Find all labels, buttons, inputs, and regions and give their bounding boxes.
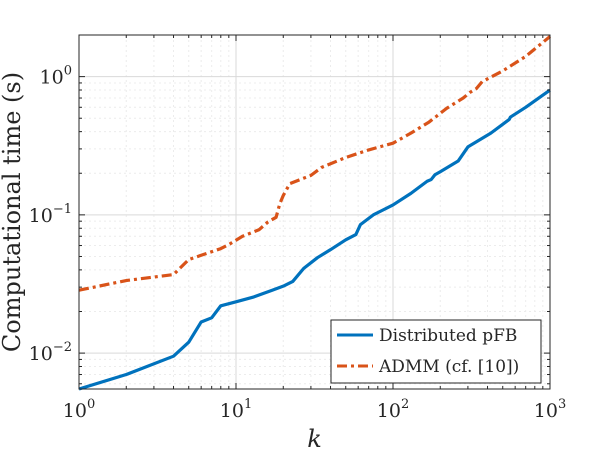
x-tick-label: 103 xyxy=(534,397,566,422)
y-tick-label: 10−1 xyxy=(29,202,72,227)
legend-label-admm: ADMM (cf. [10]) xyxy=(378,357,519,377)
x-tick-label: 102 xyxy=(377,397,409,422)
x-tick-label: 100 xyxy=(63,397,95,422)
legend: Distributed pFB ADMM (cf. [10]) xyxy=(330,319,542,384)
axis-ticks: 100 101 102 103 10−2 10−1 100 xyxy=(29,35,566,422)
x-tick-label: 101 xyxy=(220,397,252,422)
series-lines xyxy=(78,35,552,391)
plot-frame xyxy=(78,34,551,390)
legend-box xyxy=(330,319,542,384)
series-line-admm-cf-10 xyxy=(78,35,552,292)
y-axis-label: Computational time (s) xyxy=(0,72,26,352)
legend-label-distributed-pfb: Distributed pFB xyxy=(379,326,517,346)
y-tick-label: 10−2 xyxy=(29,340,72,365)
x-axis-label: k xyxy=(307,425,322,453)
series-line-distributed-pfb xyxy=(78,88,551,391)
y-tick-label: 100 xyxy=(40,64,72,89)
